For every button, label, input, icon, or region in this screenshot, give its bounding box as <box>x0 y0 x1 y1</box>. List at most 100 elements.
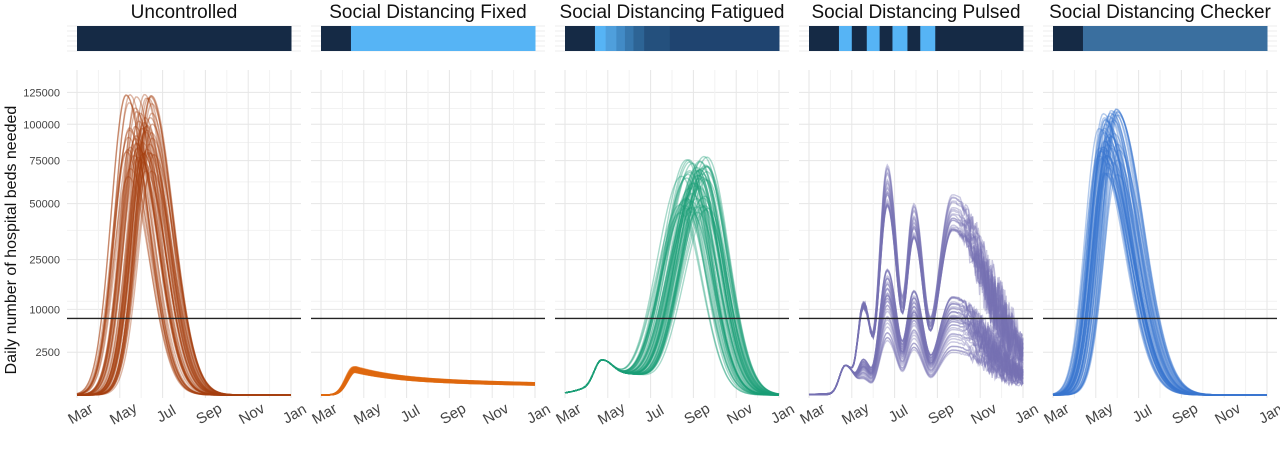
series-line <box>564 165 780 395</box>
x-tick-label: Mar <box>65 400 96 428</box>
series-line <box>564 155 780 396</box>
series-line <box>809 336 1024 396</box>
series-line <box>321 371 535 396</box>
x-tick-label: Nov <box>236 400 268 428</box>
series-line <box>809 185 1024 396</box>
x-tick-label: Mar <box>797 400 828 428</box>
series-line <box>564 166 779 396</box>
series-line <box>1053 110 1267 396</box>
series-line <box>564 182 779 396</box>
series-line <box>76 154 291 396</box>
series-line <box>564 185 779 396</box>
plot-grid <box>1043 70 1277 398</box>
series-line <box>77 121 291 396</box>
series-line <box>808 203 1024 396</box>
series-line <box>1052 172 1267 396</box>
series-line <box>77 137 291 396</box>
series-line <box>1052 146 1267 396</box>
series-line <box>77 142 291 396</box>
series-line <box>321 367 536 396</box>
series-line <box>321 370 535 396</box>
series-line <box>321 369 535 396</box>
series-line <box>1053 114 1267 396</box>
series-line <box>321 367 536 396</box>
series-line <box>564 171 779 396</box>
series-line <box>808 163 1024 396</box>
series-line <box>1052 173 1267 396</box>
series-line <box>321 366 536 396</box>
series-line <box>321 365 535 396</box>
series-line <box>77 116 291 396</box>
series-line <box>321 367 535 396</box>
series-line <box>564 211 779 396</box>
series-line <box>564 198 779 396</box>
x-tick-label: Jan <box>1256 401 1280 428</box>
series-line <box>808 205 1024 396</box>
series-line <box>321 366 535 396</box>
series-line <box>321 365 535 396</box>
series-line <box>564 159 780 396</box>
series-line <box>77 97 291 396</box>
series-line <box>564 160 780 396</box>
series-line <box>564 165 780 395</box>
series-line <box>1052 118 1267 396</box>
series-line <box>808 269 1024 396</box>
series-line <box>76 129 291 396</box>
plot-grid <box>67 70 301 398</box>
series-line <box>76 125 291 396</box>
series-line <box>77 116 291 396</box>
schedule-segment <box>892 26 908 51</box>
x-tick-label: Jan <box>768 401 797 428</box>
series-line <box>77 112 291 396</box>
schedule-segment <box>1082 26 1268 51</box>
series-line <box>1053 161 1267 396</box>
series-line <box>809 336 1024 396</box>
x-tick-label: Nov <box>724 400 756 428</box>
schedule-segment <box>669 26 780 51</box>
series-line <box>564 205 780 396</box>
x-tick-label: May <box>1083 399 1116 428</box>
series-line <box>77 143 291 396</box>
y-tick-label: 50000 <box>29 199 60 211</box>
series-line <box>564 179 780 395</box>
series-line <box>321 368 536 396</box>
series-line <box>1053 166 1267 396</box>
series-line <box>809 304 1024 396</box>
series-line <box>809 316 1024 396</box>
series-line <box>76 148 291 396</box>
series-line <box>321 368 535 396</box>
series-line <box>76 146 291 396</box>
series-line <box>564 211 779 396</box>
series-line <box>564 204 780 396</box>
series-line <box>321 367 535 396</box>
series-line <box>1053 111 1267 396</box>
series-line <box>77 152 291 396</box>
series-line <box>77 103 291 396</box>
series-line <box>1053 112 1267 396</box>
panel-4: Social Distancing Checker Mar May Jul Sep Nov… <box>1041 2 1280 429</box>
series-line <box>1052 129 1267 396</box>
series-line <box>564 168 780 396</box>
series-line <box>76 93 291 396</box>
series-line <box>808 268 1024 396</box>
series-line <box>564 169 780 396</box>
series-line <box>1052 146 1267 396</box>
series-line <box>77 126 291 396</box>
series-line <box>564 164 780 395</box>
x-tick-label: May <box>595 399 628 428</box>
series-line <box>321 366 535 396</box>
series-line <box>77 151 291 396</box>
series-line <box>1053 143 1267 396</box>
series-line <box>809 180 1024 396</box>
series-line <box>77 159 291 396</box>
series-line <box>321 369 535 396</box>
series-line <box>321 370 536 396</box>
series-line <box>808 203 1024 396</box>
series-line <box>1052 144 1267 396</box>
plot-grid <box>311 70 545 398</box>
series-line <box>809 281 1024 396</box>
series-line <box>1052 162 1267 396</box>
series-line <box>808 200 1024 396</box>
series-line <box>1052 135 1267 396</box>
series-line <box>1053 125 1267 396</box>
